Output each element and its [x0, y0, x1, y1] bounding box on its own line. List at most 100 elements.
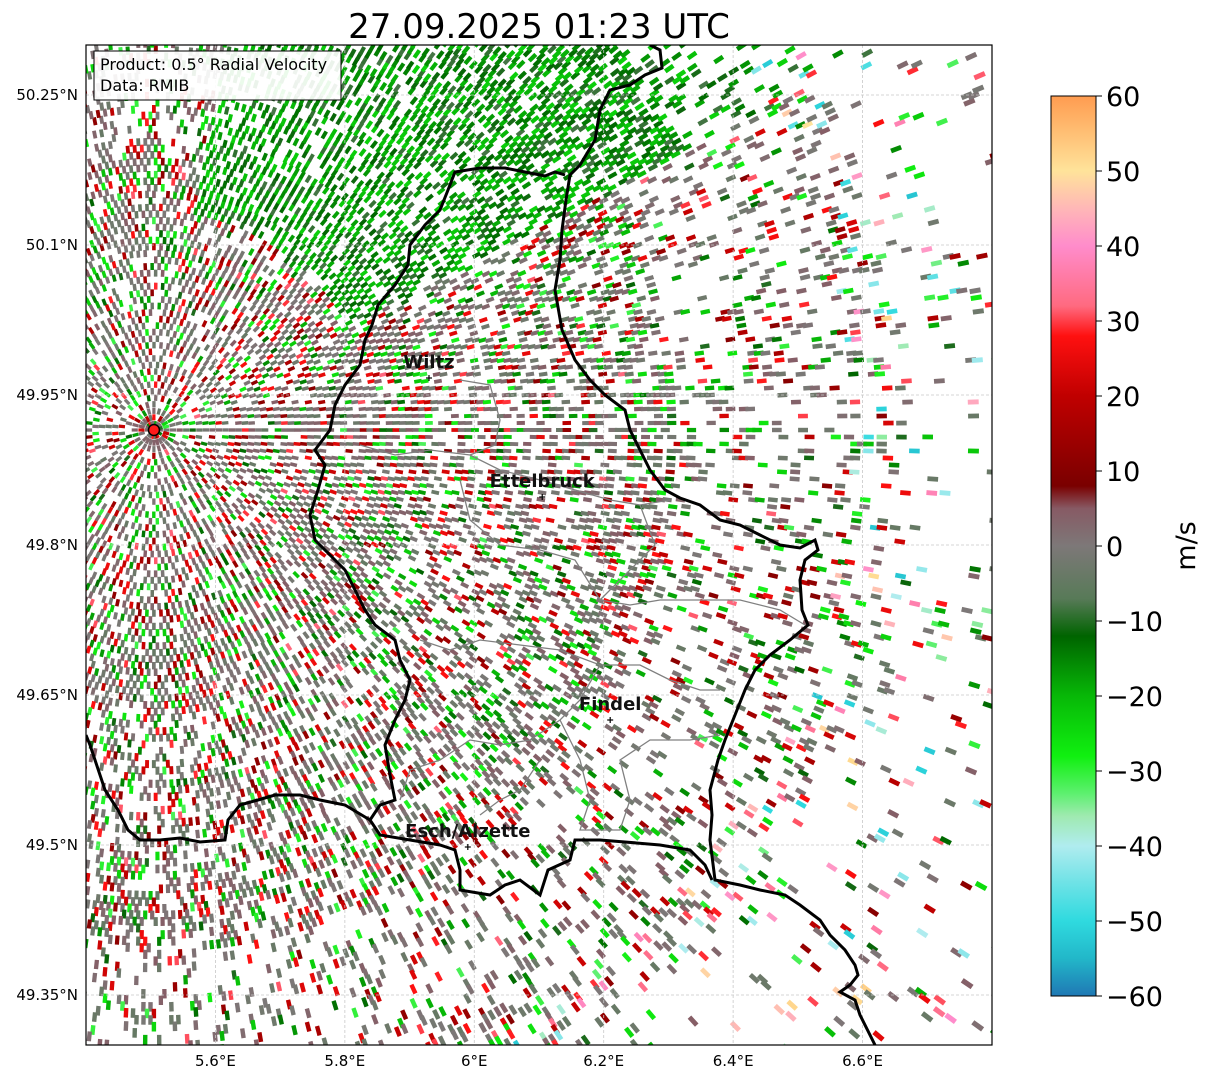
radar-gate	[100, 334, 107, 343]
radar-gate	[96, 403, 105, 410]
radar-gate	[114, 823, 120, 833]
radar-gate	[365, 406, 373, 412]
radar-gate	[170, 250, 176, 259]
radar-gate	[217, 346, 225, 354]
radar-gate	[174, 396, 182, 404]
radar-gate	[119, 404, 127, 411]
radar-gate	[183, 738, 188, 748]
radar-gate	[134, 628, 139, 636]
radar-gate	[240, 480, 248, 487]
radar-gate	[175, 500, 181, 509]
radar-gate	[188, 523, 195, 532]
radar-gate	[195, 35, 200, 44]
radar-gate	[86, 434, 93, 439]
radar-gate	[157, 675, 162, 683]
radar-gate	[162, 362, 167, 370]
radar-gate	[172, 386, 179, 394]
radar-gate	[178, 332, 185, 340]
radar-gate	[161, 420, 169, 427]
radar-gate	[162, 766, 167, 775]
radar-gate	[195, 453, 203, 460]
radar-gate	[153, 668, 158, 677]
radar-gate	[155, 629, 160, 637]
radar-gate	[86, 374, 91, 382]
radar-gate	[234, 508, 242, 516]
radar-gate	[242, 428, 249, 432]
radar-gate	[139, 382, 145, 390]
radar-gate	[73, 421, 80, 425]
radar-gate	[136, 589, 141, 597]
radar-gate	[130, 358, 136, 366]
radar-gate	[127, 404, 134, 412]
radar-gate	[115, 455, 123, 463]
radar-gate	[192, 529, 198, 537]
radar-gate	[136, 164, 141, 173]
radar-gate	[146, 570, 151, 578]
radar-gate	[193, 361, 201, 369]
radar-gate	[266, 448, 274, 454]
radar-gate	[332, 441, 341, 447]
radar-gate	[76, 635, 82, 643]
radar-gate	[437, 441, 446, 447]
radar-gate	[178, 346, 185, 354]
radar-gate	[120, 354, 127, 362]
radar-gate	[182, 512, 188, 520]
radar-gate	[228, 435, 236, 439]
radar-gate	[73, 662, 79, 670]
radar-gate	[236, 473, 244, 480]
radar-gate	[365, 441, 374, 447]
radar-gate	[107, 346, 114, 354]
radar-gate	[158, 328, 163, 336]
radar-gate	[155, 642, 160, 650]
radar-gate	[352, 441, 361, 447]
radar-gate	[183, 126, 188, 135]
radar-gate	[95, 381, 103, 388]
radar-gate	[130, 508, 136, 516]
radar-gate	[471, 428, 479, 432]
radar-gate	[120, 778, 125, 787]
radar-gate	[182, 340, 188, 348]
radar-gate	[313, 435, 321, 439]
radar-gate	[103, 391, 112, 398]
radar-gate	[145, 524, 149, 532]
radar-gate	[134, 336, 139, 344]
radar-gate	[333, 421, 341, 425]
radar-gate	[134, 489, 139, 497]
radar-gate	[178, 462, 185, 470]
radar-gate	[123, 492, 130, 500]
radar-gate	[141, 210, 146, 219]
radar-gate	[152, 355, 156, 362]
radar-gate	[194, 388, 202, 396]
radar-gate	[76, 593, 82, 601]
radar-gate	[76, 217, 82, 225]
radar-gate	[165, 217, 170, 225]
radar-gate	[253, 468, 261, 474]
radar-gate	[247, 373, 255, 380]
radar-gate	[172, 508, 178, 516]
radar-gate	[215, 336, 223, 344]
radar-gate	[120, 512, 126, 520]
radar-gate	[125, 719, 131, 728]
radar-gate	[175, 365, 181, 374]
radar-gate	[150, 465, 155, 472]
radar-gate	[164, 250, 169, 258]
radar-gate	[372, 428, 381, 432]
radar-gate	[162, 504, 167, 511]
radar-gate	[86, 435, 87, 440]
radar-gate	[160, 457, 166, 465]
radar-gate	[234, 441, 242, 447]
radar-gate	[165, 536, 171, 544]
radar-gate	[228, 485, 236, 493]
radar-gate	[116, 531, 123, 540]
radar-gate	[165, 204, 170, 212]
radar-gate	[187, 480, 194, 488]
radar-gate	[211, 358, 219, 366]
radar-gate	[129, 458, 136, 466]
radar-gate	[404, 406, 413, 412]
radar-gate	[165, 496, 171, 504]
radar-gate	[267, 435, 275, 439]
radar-gate	[153, 459, 158, 466]
radar-gate	[190, 485, 197, 494]
radar-gate	[155, 544, 160, 551]
radar-gate	[171, 402, 179, 409]
